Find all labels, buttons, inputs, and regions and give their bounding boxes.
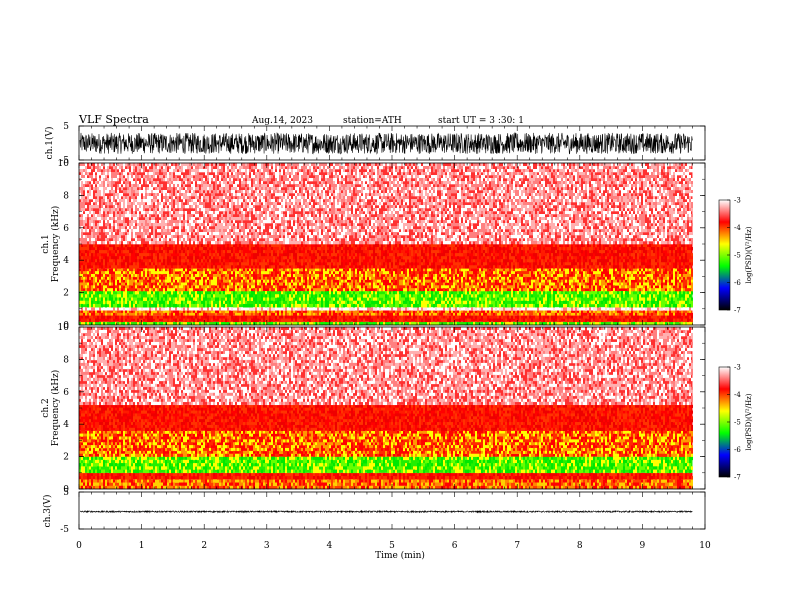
ch1-waveform-trace xyxy=(79,131,693,155)
ytick-label: 6 xyxy=(63,388,69,398)
ch1-spectrogram-band xyxy=(79,307,693,311)
ytick-label: 5 xyxy=(63,488,69,498)
colorbar-tick-label: -4 xyxy=(734,391,741,399)
ch2-spectrogram-band xyxy=(79,472,693,480)
ytick-label: -5 xyxy=(60,156,69,166)
ytick-label: 5 xyxy=(63,122,69,132)
date-label: Aug.14, 2023 xyxy=(251,116,313,126)
xtick-label: 4 xyxy=(327,541,333,551)
ytick-label: 10 xyxy=(58,323,70,333)
ytick-label: 0 xyxy=(63,485,69,495)
ytick-label: 10 xyxy=(58,159,70,169)
colorbar-tick-label: -7 xyxy=(734,474,741,482)
ytick-label: -5 xyxy=(60,525,69,535)
xtick-label: 2 xyxy=(201,541,207,551)
xtick-label: 10 xyxy=(699,541,711,551)
start-time-label: start UT = 3 :30: 1 xyxy=(438,116,524,126)
xtick-label: 7 xyxy=(514,541,520,551)
colorbar-tick-label: -3 xyxy=(734,364,741,372)
xtick-label: 8 xyxy=(577,541,583,551)
xtick-label: 3 xyxy=(264,541,270,551)
colorbar-tick-label: -3 xyxy=(734,197,741,205)
ytick-label: 8 xyxy=(63,355,69,365)
xtick-label: 9 xyxy=(640,541,646,551)
colorbar-tick-label: -6 xyxy=(734,279,741,287)
colorbar-tick-label: -4 xyxy=(734,224,741,232)
colorbar-2: -3 -4 -5 -6 -7 log(PSD)(V²/Hz) xyxy=(718,364,753,482)
ch1-voltage-axis-label: ch.1(V) xyxy=(44,127,55,160)
ytick-label: 8 xyxy=(63,191,69,201)
colorbar-label: log(PSD)(V²/Hz) xyxy=(745,226,753,283)
ch2-spectrogram-panel xyxy=(78,326,706,490)
time-axis-label: Time (min) xyxy=(375,550,425,561)
colorbar-tick-label: -5 xyxy=(734,419,741,427)
figure-title: VLF Spectra xyxy=(78,113,149,126)
xtick-label: 0 xyxy=(76,541,82,551)
xtick-label: 1 xyxy=(139,541,145,551)
ch1-spectrogram-band xyxy=(79,321,693,325)
ch1-frequency-axis-label: Frequency (kHz) xyxy=(50,206,61,283)
ch3-waveform-trace xyxy=(79,509,693,514)
xtick-label: 5 xyxy=(389,541,395,551)
ytick-label: 2 xyxy=(63,453,69,463)
station-label: station=ATH xyxy=(343,116,402,126)
ytick-label: 0 xyxy=(63,321,69,331)
ytick-label: 6 xyxy=(63,224,69,234)
ch3-waveform-panel xyxy=(78,491,706,530)
colorbar-tick-label: -6 xyxy=(734,446,741,454)
colorbar-tick-label: -5 xyxy=(734,252,741,260)
ytick-label: 2 xyxy=(63,289,69,299)
xtick-label: 6 xyxy=(452,541,458,551)
ytick-label: 4 xyxy=(63,420,69,430)
ch1-spectrogram-panel xyxy=(78,162,706,326)
colorbar-1: -3 -4 -5 -6 -7 log(PSD)(V²/Hz) xyxy=(718,197,753,315)
ytick-label: 4 xyxy=(63,256,69,266)
ch1-waveform-panel xyxy=(78,125,706,161)
colorbar-label: log(PSD)(V²/Hz) xyxy=(745,393,753,450)
ch1-channel-label: ch.1 xyxy=(41,234,51,253)
ch3-voltage-axis-label: ch.3(V) xyxy=(42,495,53,528)
colorbar-tick-label: -7 xyxy=(734,307,741,315)
ch2-frequency-axis-label: Frequency (kHz) xyxy=(50,370,61,447)
ch2-channel-label: ch.2 xyxy=(41,398,51,417)
